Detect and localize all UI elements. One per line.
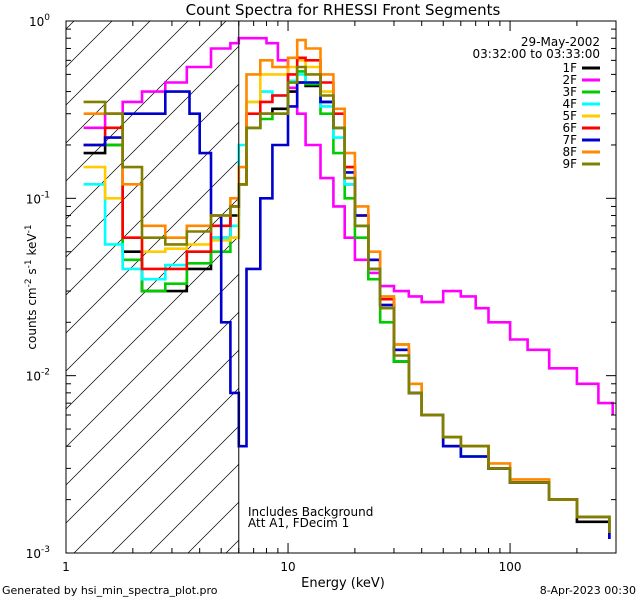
hatch-line bbox=[66, 21, 113, 68]
annotation-attenuator: Att A1, FDecim 1 bbox=[248, 516, 349, 530]
x-tick-label: 1 bbox=[62, 560, 70, 574]
axis-ticks bbox=[65, 20, 617, 554]
hatch-line bbox=[66, 45, 239, 220]
legend-label-5F: 5F bbox=[562, 109, 577, 123]
series-line-5F bbox=[83, 59, 611, 533]
footer-generated-by: Generated by hsi_min_spectra_plot.pro bbox=[2, 584, 218, 597]
legend-label-9F: 9F bbox=[562, 157, 577, 171]
hatch-line bbox=[302, 0, 640, 553]
hatch-line bbox=[66, 273, 239, 448]
hatch-line bbox=[340, 0, 640, 553]
y-tick-label: 100 bbox=[29, 13, 50, 29]
x-tick-label: 100 bbox=[499, 560, 522, 574]
hatch-line bbox=[66, 21, 189, 144]
x-axis-label: Energy (keV) bbox=[301, 576, 385, 591]
x-tick-label: 10 bbox=[280, 560, 295, 574]
y-tick-label: 10-2 bbox=[26, 368, 50, 384]
footer-timestamp: 8-Apr-2023 00:30 bbox=[540, 584, 636, 597]
legend-label-3F: 3F bbox=[562, 85, 577, 99]
chart-title: Count Spectra for RHESSI Front Segments bbox=[186, 1, 501, 19]
date-label: 29-May-2002 bbox=[521, 35, 600, 49]
plot-frame bbox=[65, 20, 617, 554]
hatch-line bbox=[66, 21, 151, 106]
hatch-line bbox=[66, 121, 239, 296]
y-tick-label: 10-3 bbox=[26, 545, 50, 561]
hatch-line bbox=[66, 83, 239, 258]
annotation-background: Includes Background bbox=[248, 505, 373, 519]
y-tick-label: 10-1 bbox=[26, 190, 50, 206]
legend-label-1F: 1F bbox=[562, 61, 577, 75]
hatch-line bbox=[111, 425, 239, 553]
y-axis-label: counts cm-2 s-1 keV-1 bbox=[24, 224, 39, 349]
series-line-3F bbox=[83, 70, 611, 533]
series-line-9F bbox=[83, 65, 611, 533]
series-line-7F bbox=[83, 81, 611, 539]
hatch-line bbox=[66, 349, 239, 524]
series-layer bbox=[83, 36, 614, 539]
time-range-label: 03:32:00 to 03:33:00 bbox=[473, 47, 600, 61]
hatch-line bbox=[66, 197, 239, 372]
legend-label-4F: 4F bbox=[562, 97, 577, 111]
hatch-line bbox=[73, 387, 239, 553]
legend-label-7F: 7F bbox=[562, 133, 577, 147]
hatch-line bbox=[66, 21, 75, 30]
legend-label-6F: 6F bbox=[562, 121, 577, 135]
hatch-line bbox=[66, 311, 239, 486]
series-line-4F bbox=[83, 73, 611, 533]
legend-label-8F: 8F bbox=[562, 145, 577, 159]
series-line-6F bbox=[83, 56, 611, 539]
series-line-2F bbox=[83, 36, 614, 415]
legend-label-2F: 2F bbox=[562, 73, 577, 87]
hatch-line bbox=[66, 21, 227, 182]
axis-tick-labels: 1 10 100 100 10-1 10-2 10-3 bbox=[26, 13, 522, 574]
series-line-1F bbox=[83, 81, 611, 539]
